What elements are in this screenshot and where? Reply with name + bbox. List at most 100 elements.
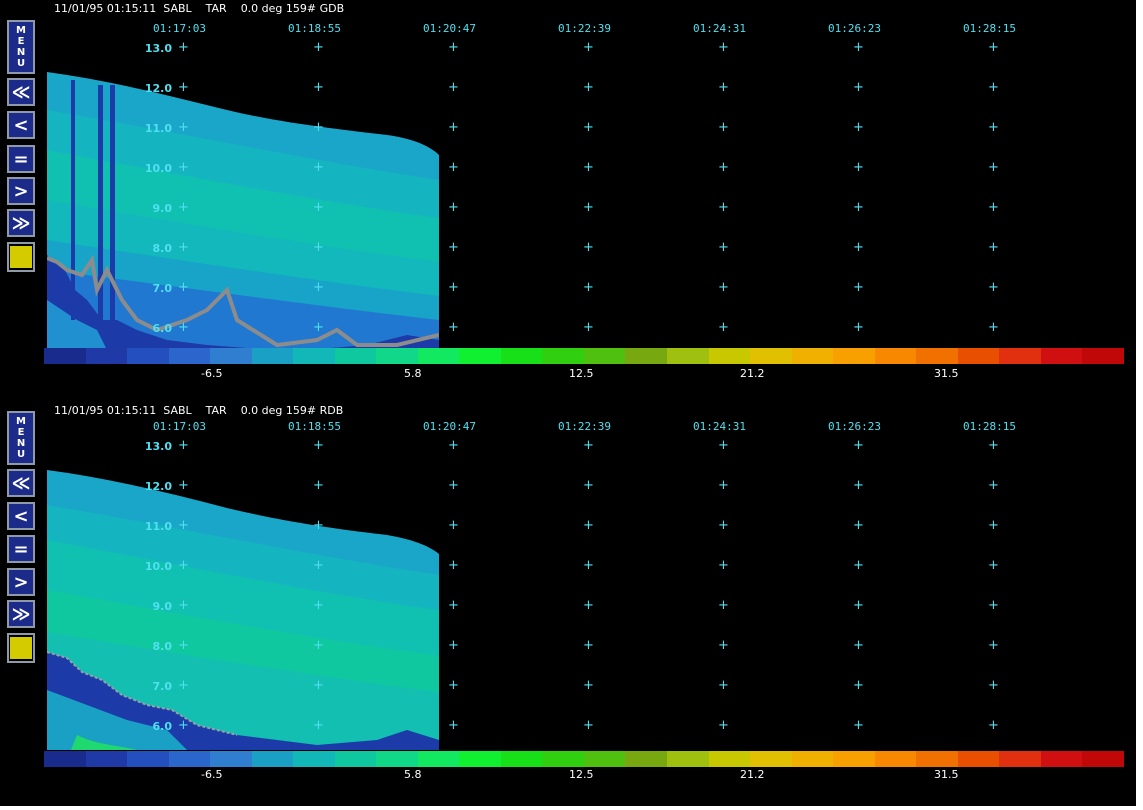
scale-label: 12.5: [569, 367, 594, 380]
scale-label: 31.5: [934, 367, 959, 380]
height-label: 10.0: [144, 162, 172, 175]
scale-swatch: [293, 751, 335, 767]
grid-cross: +: [853, 518, 864, 533]
grid-cross: +: [718, 240, 729, 255]
rewind-button[interactable]: ≪: [7, 469, 35, 497]
grid-cross: +: [313, 40, 324, 55]
scale-label: 12.5: [569, 768, 594, 781]
menu-letter: E: [17, 427, 25, 438]
step-forward-button[interactable]: >: [7, 177, 35, 205]
grid-cross: +: [583, 438, 594, 453]
scale-swatch: [168, 348, 211, 364]
grid-cross: +: [448, 320, 459, 335]
scale-label: 31.5: [934, 768, 959, 781]
grid-cross: +: [583, 200, 594, 215]
time-label: 01:26:23: [828, 420, 881, 433]
grid-cross: +: [718, 320, 729, 335]
grid-cross: +: [313, 478, 324, 493]
panel-header: 11/01/95 01:15:11 SABL TAR 0.0 deg 159# …: [54, 2, 345, 15]
scale-swatch: [85, 348, 128, 364]
pause-button[interactable]: =: [7, 535, 35, 563]
grid-cross: +: [448, 518, 459, 533]
grid-cross: +: [313, 598, 324, 613]
height-label: 6.0: [152, 322, 173, 335]
menu-button[interactable]: M E N U: [7, 411, 35, 465]
radar-plot: [47, 72, 439, 352]
grid-cross: +: [583, 280, 594, 295]
menu-letter: M: [16, 25, 26, 36]
scale-swatch: [500, 751, 543, 767]
grid-cross: +: [853, 240, 864, 255]
scale-swatch: [625, 751, 667, 767]
status-indicator[interactable]: [7, 242, 35, 272]
step-forward-button[interactable]: >: [7, 568, 35, 596]
scale-swatch: [916, 751, 958, 767]
scale-swatch: [957, 751, 1000, 767]
scale-swatch: [957, 348, 1000, 364]
grid-cross: +: [718, 438, 729, 453]
time-label: 01:18:55: [288, 420, 341, 433]
pause-button[interactable]: =: [7, 145, 35, 173]
time-label: 01:18:55: [288, 22, 341, 35]
grid-cross: +: [178, 438, 189, 453]
scale-swatch: [127, 348, 169, 364]
indicator-square: [10, 246, 32, 268]
height-label: 8.0: [152, 242, 173, 255]
fast-forward-button[interactable]: ≫: [7, 600, 35, 628]
grid-cross: +: [583, 120, 594, 135]
height-label: 11.0: [144, 520, 172, 533]
grid-cross: +: [448, 40, 459, 55]
grid-cross: +: [988, 598, 999, 613]
grid-cross: +: [988, 80, 999, 95]
scale-swatch: [999, 751, 1041, 767]
grid-cross: +: [853, 558, 864, 573]
grid-cross: +: [988, 558, 999, 573]
grid-cross: +: [178, 200, 189, 215]
time-label: 01:22:39: [558, 22, 611, 35]
scale-swatch: [417, 348, 460, 364]
grid-cross: +: [178, 558, 189, 573]
height-label: 7.0: [152, 680, 173, 693]
grid-cross: +: [853, 80, 864, 95]
grid-cross: +: [448, 240, 459, 255]
grid-cross: +: [178, 320, 189, 335]
height-label: 6.0: [152, 720, 173, 733]
scale-swatch: [210, 751, 252, 767]
grid-cross: +: [313, 320, 324, 335]
scale-swatch: [833, 751, 875, 767]
scale-swatch: [833, 348, 875, 364]
menu-letter: M: [16, 416, 26, 427]
step-back-button[interactable]: <: [7, 502, 35, 530]
panel-rdb: 11/01/95 01:15:11 SABL TAR 0.0 deg 159# …: [0, 400, 1136, 800]
scale-label: -6.5: [201, 768, 223, 781]
menu-button[interactable]: M E N U: [7, 20, 35, 74]
grid-cross: +: [718, 638, 729, 653]
scale-swatch: [666, 348, 709, 364]
scale-swatch: [459, 751, 501, 767]
grid-cross: +: [178, 638, 189, 653]
grid-cross: +: [988, 320, 999, 335]
grid-cross: +: [313, 438, 324, 453]
grid-cross: +: [988, 280, 999, 295]
grid-cross: +: [178, 718, 189, 733]
fast-forward-button[interactable]: ≫: [7, 209, 35, 237]
scale-swatch: [583, 348, 626, 364]
scale-swatch: [583, 751, 626, 767]
grid-cross: +: [313, 280, 324, 295]
scale-swatch: [334, 751, 377, 767]
height-label: 12.0: [144, 82, 172, 95]
grid-cross: +: [853, 320, 864, 335]
grid-cross: +: [448, 160, 459, 175]
color-scale: [44, 348, 1124, 364]
status-indicator[interactable]: [7, 633, 35, 663]
step-back-button[interactable]: <: [7, 111, 35, 139]
grid-cross: +: [718, 598, 729, 613]
time-label: 01:20:47: [423, 22, 476, 35]
scale-swatch: [376, 751, 418, 767]
rewind-button[interactable]: ≪: [7, 78, 35, 106]
grid-cross: +: [313, 200, 324, 215]
time-label: 01:28:15: [963, 22, 1016, 35]
grid-cross: +: [718, 40, 729, 55]
scale-label: -6.5: [201, 367, 223, 380]
scale-swatch: [334, 348, 377, 364]
